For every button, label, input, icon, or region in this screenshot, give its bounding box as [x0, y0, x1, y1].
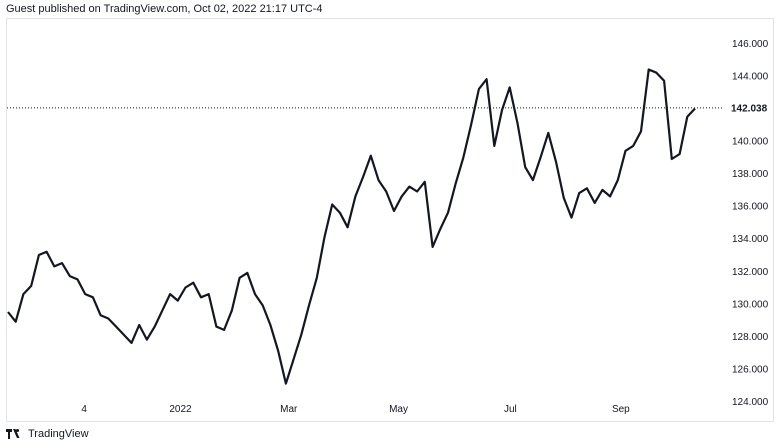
y-tick-label: 124.000	[732, 397, 769, 408]
y-tick-label: 132.000	[732, 267, 769, 278]
y-tick-label: 144.000	[732, 71, 769, 82]
price-series-line	[7, 68, 696, 385]
footer: TradingView	[6, 425, 89, 443]
y-tick-label: 126.000	[732, 364, 769, 375]
y-tick-label: 146.000	[732, 39, 769, 50]
y-tick-label: 136.000	[732, 202, 769, 213]
footer-brand: TradingView	[28, 428, 89, 440]
y-tick-label: 134.000	[732, 234, 769, 245]
tradingview-logo-icon	[6, 429, 20, 439]
y-axis: 124.000 126.000 128.000 130.000 132.000 134.0…	[732, 39, 769, 408]
price-chart[interactable]: 124.000 126.000 128.000 130.000 132.000 134.0…	[7, 19, 773, 421]
x-tick-label: Jul	[504, 404, 517, 415]
x-tick-label: 2022	[169, 404, 192, 415]
x-tick-label: May	[389, 404, 408, 415]
last-price-value: 142.038	[731, 103, 768, 114]
x-tick-label: Sep	[612, 404, 630, 415]
chart-area[interactable]: 124.000 126.000 128.000 130.000 132.000 134.0…	[6, 18, 774, 422]
x-tick-label: Mar	[280, 404, 298, 415]
x-tick-label: 4	[81, 404, 87, 415]
y-tick-label: 138.000	[732, 169, 769, 180]
x-axis: 4 2022 Mar May Jul Sep	[81, 404, 630, 415]
last-price-label: 142.038	[723, 99, 771, 116]
publish-header: Guest published on TradingView.com, Oct …	[6, 3, 323, 15]
y-tick-label: 140.000	[732, 137, 769, 148]
y-tick-label: 130.000	[732, 299, 769, 310]
y-tick-label: 128.000	[732, 332, 769, 343]
